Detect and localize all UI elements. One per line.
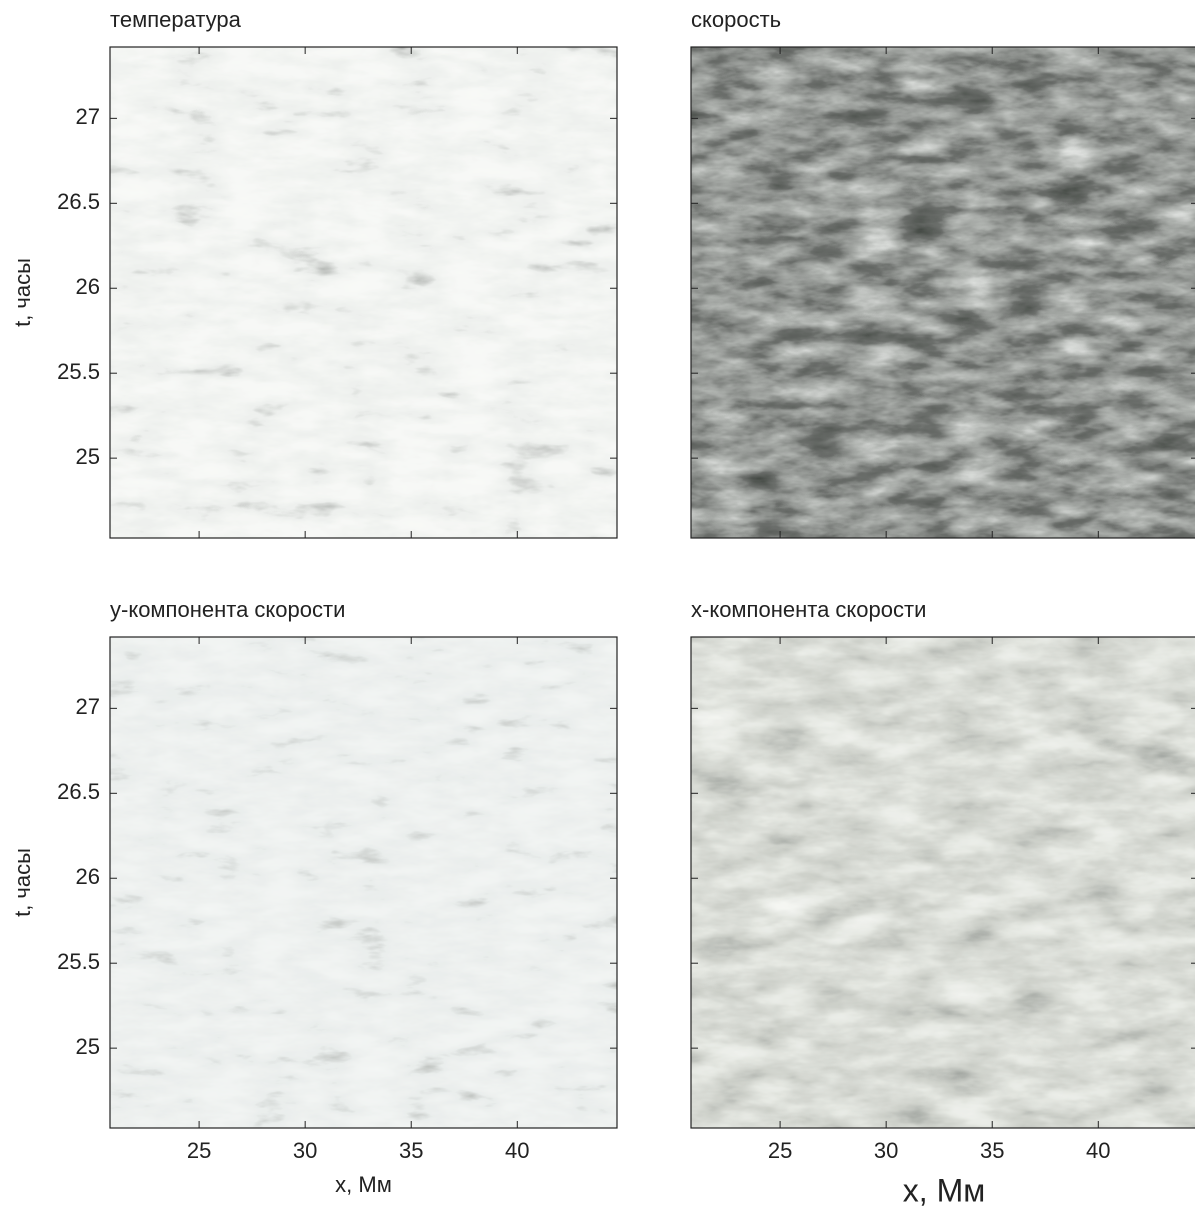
y-tick-label: 26.5 xyxy=(57,779,100,804)
y-axis-label: t, часы xyxy=(10,848,35,917)
x-axis-label: x, Мм xyxy=(335,1172,392,1197)
y-tick-label: 26 xyxy=(76,864,100,889)
y-tick-label: 26.5 xyxy=(57,189,100,214)
heatmap-image xyxy=(110,637,617,1128)
x-tick-label: 35 xyxy=(980,1138,1004,1163)
figure: температура 25 25.5 26 26.5 27 t, часы скорость… xyxy=(0,0,1195,1209)
x-tick-label: 25 xyxy=(187,1138,211,1163)
heatmap-image xyxy=(691,47,1195,538)
x-tick-label: 40 xyxy=(1086,1138,1110,1163)
y-tick-label: 27 xyxy=(76,694,100,719)
y-tick-label: 25 xyxy=(76,444,100,469)
y-tick-label: 26 xyxy=(76,274,100,299)
x-axis-label: x, Мм xyxy=(903,1172,985,1208)
x-tick-label: 35 xyxy=(399,1138,423,1163)
y-tick-label: 25.5 xyxy=(57,359,100,384)
x-tick-label: 25 xyxy=(768,1138,792,1163)
panel-title: x-компонента скорости xyxy=(691,597,926,622)
x-tick-label: 30 xyxy=(874,1138,898,1163)
y-tick-label: 27 xyxy=(76,104,100,129)
y-tick-label: 25.5 xyxy=(57,949,100,974)
x-tick-label: 30 xyxy=(293,1138,317,1163)
panel-title: температура xyxy=(110,7,242,32)
x-tick-label: 40 xyxy=(505,1138,529,1163)
heatmap-image xyxy=(110,47,617,538)
panel-title: скорость xyxy=(691,7,781,32)
heatmap-image xyxy=(691,637,1195,1128)
y-tick-label: 25 xyxy=(76,1034,100,1059)
y-axis-label: t, часы xyxy=(10,258,35,327)
panel-title: y-компонента скорости xyxy=(110,597,345,622)
